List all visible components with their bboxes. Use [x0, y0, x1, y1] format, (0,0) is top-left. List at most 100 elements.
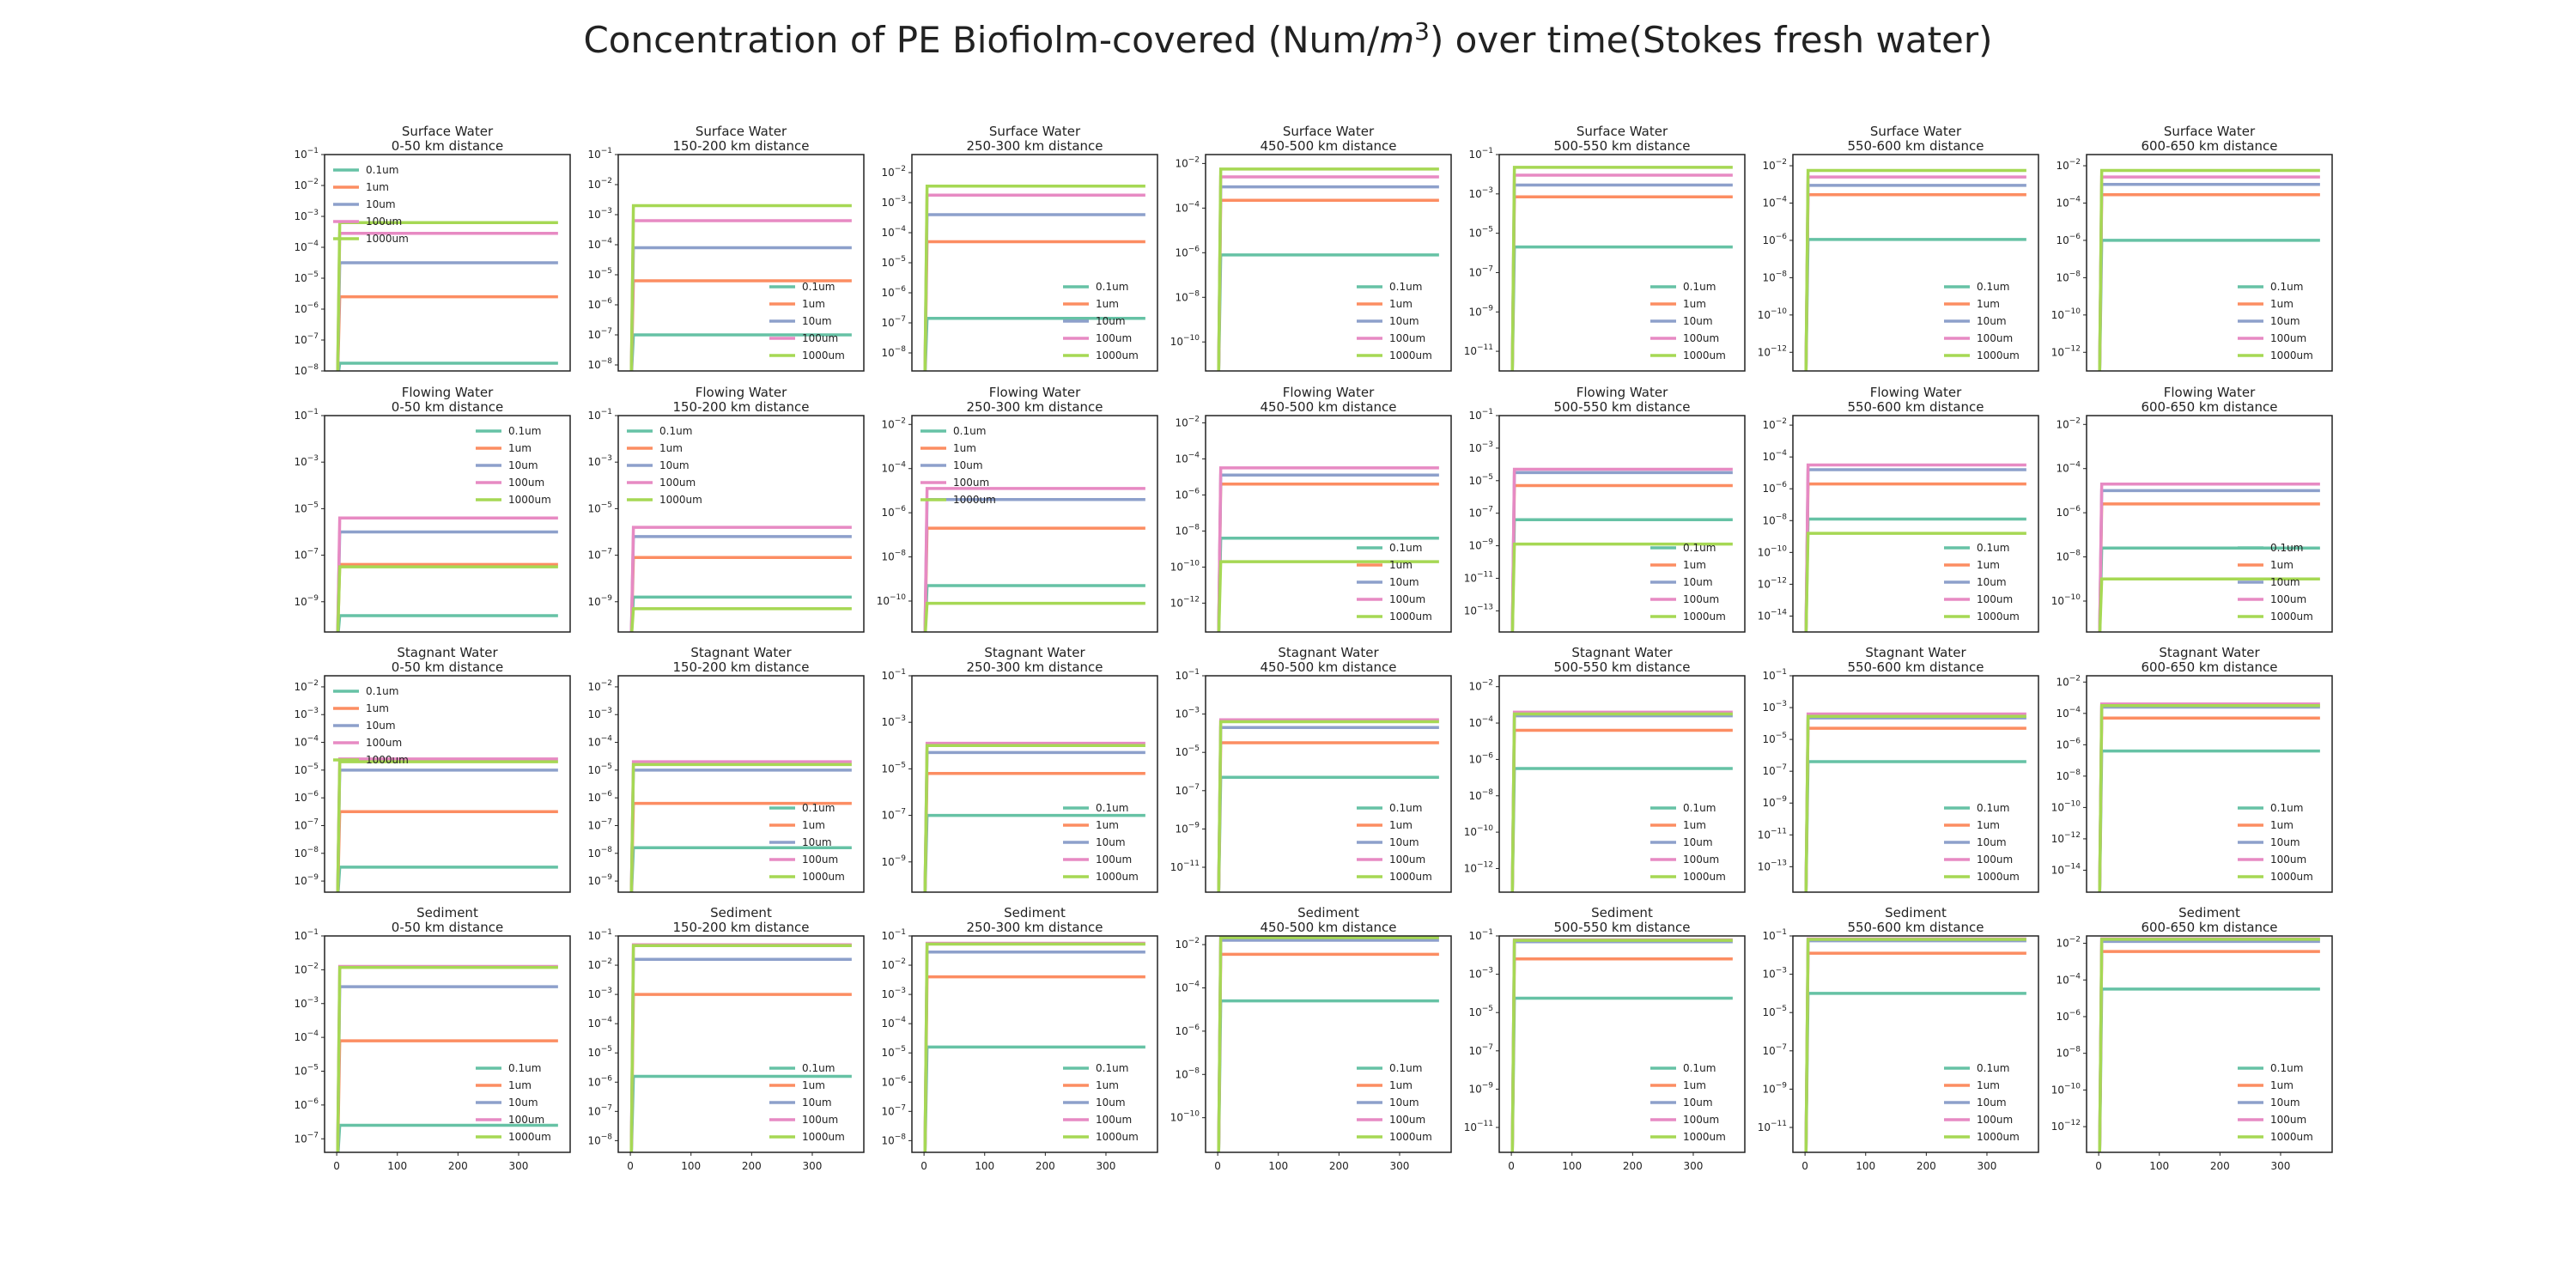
- legend-label-1000um: 1000um: [2270, 1131, 2313, 1143]
- figure-title-unit-exponent: 3: [1414, 17, 1430, 46]
- legend-label-100um: 100um: [366, 737, 402, 749]
- x-tick-label: 100: [1856, 1160, 1875, 1172]
- plot-frame: [324, 935, 571, 1153]
- series-group: [629, 943, 852, 1152]
- legend-label-1000um: 1000um: [508, 1131, 551, 1143]
- y-tick-label: 10−5: [881, 255, 906, 269]
- plot-frame: [1498, 675, 1746, 893]
- series-line-1000um: [2098, 168, 2320, 371]
- series-line-1000um: [629, 204, 852, 371]
- legend-label-0.1um: 0.1um: [1977, 802, 2009, 814]
- legend-label-10um: 10um: [1683, 1097, 1713, 1109]
- y-tick-label: 10−2: [881, 957, 906, 971]
- y-tick-label: 10−8: [881, 1133, 906, 1146]
- x-tick-label: 100: [387, 1160, 407, 1172]
- x-tick-label: 0: [2095, 1160, 2102, 1172]
- legend-label-100um: 100um: [2270, 854, 2306, 866]
- y-tick-label: 10−6: [587, 790, 612, 804]
- series-line-100um: [336, 757, 558, 892]
- y-tick-label: 10−6: [294, 301, 319, 315]
- panel-title-distance: 150-200 km distance: [672, 659, 809, 675]
- panel-title-distance: 450-500 km distance: [1260, 659, 1396, 675]
- y-tick-label: 10−11: [1758, 1120, 1787, 1133]
- legend-label-1um: 1um: [1977, 298, 2000, 310]
- x-tick-label: 100: [2149, 1160, 2169, 1172]
- legend-label-10um: 10um: [802, 1097, 832, 1109]
- y-tick-label: 10−3: [587, 987, 612, 1000]
- legend-label-0.1um: 0.1um: [2270, 1062, 2303, 1074]
- y-tick-label: 10−4: [1762, 195, 1787, 209]
- panel-title-distance: 600-650 km distance: [2141, 920, 2277, 935]
- legend-label-10um: 10um: [508, 1097, 538, 1109]
- legend-label-10um: 10um: [2270, 576, 2300, 588]
- legend-label-0.1um: 0.1um: [1096, 281, 1128, 293]
- y-tick-label: 10−6: [2056, 1009, 2081, 1023]
- series-group: [629, 526, 852, 632]
- series-line-100um: [1804, 937, 2026, 1152]
- y-tick-label: 10−11: [1464, 570, 1493, 584]
- legend-label-1um: 1um: [1096, 819, 1119, 831]
- plot-frame: [911, 675, 1158, 893]
- series-line-1000um: [1510, 939, 1733, 1152]
- y-tick-label: 10−6: [587, 297, 612, 311]
- y-tick-label: 10−2: [1468, 679, 1493, 693]
- legend-label-1um: 1um: [508, 442, 532, 454]
- legend-label-100um: 100um: [1683, 854, 1719, 866]
- series-line-1um: [336, 295, 558, 371]
- y-tick-label: 10−5: [1762, 1005, 1787, 1018]
- legend-label-10um: 10um: [1977, 1097, 2007, 1109]
- legend-label-0.1um: 0.1um: [802, 281, 835, 293]
- series-group: [2098, 702, 2320, 892]
- legend-label-0.1um: 0.1um: [2270, 802, 2303, 814]
- legend-label-10um: 10um: [1096, 315, 1126, 327]
- y-tick-label: 10−8: [2056, 550, 2081, 563]
- y-tick-label: 10−4: [881, 461, 906, 475]
- panel-title-compartment: Flowing Water: [989, 385, 1081, 400]
- legend-label-100um: 100um: [508, 477, 544, 489]
- y-tick-label: 10−4: [1762, 449, 1787, 463]
- legend-label-100um: 100um: [802, 854, 838, 866]
- legend-label-1000um: 1000um: [1389, 1131, 1432, 1143]
- legend-label-100um: 100um: [2270, 1114, 2306, 1126]
- y-tick-label: 10−8: [1175, 523, 1200, 537]
- series-line-100um: [1217, 936, 1439, 1152]
- y-tick-label: 10−3: [1762, 700, 1787, 714]
- plot-frame: [2086, 935, 2333, 1153]
- y-tick-label: 10−9: [1468, 1081, 1493, 1095]
- panel-title-distance: 600-650 km distance: [2141, 399, 2277, 415]
- legend-label-100um: 100um: [1096, 1114, 1132, 1126]
- y-tick-label: 10−14: [2051, 862, 2081, 876]
- y-tick-label: 10−10: [2051, 593, 2081, 607]
- legend-label-100um: 100um: [1977, 593, 2013, 605]
- legend-label-0.1um: 0.1um: [508, 1062, 541, 1074]
- legend-label-0.1um: 0.1um: [2270, 281, 2303, 293]
- legend-label-1000um: 1000um: [1096, 1131, 1139, 1143]
- y-tick-label: 10−4: [2056, 706, 2081, 720]
- y-tick-label: 10−8: [2056, 1046, 2081, 1060]
- y-tick-label: 10−6: [2056, 737, 2081, 750]
- y-tick-label: 10−2: [294, 962, 319, 975]
- plot-frame: [617, 415, 865, 633]
- y-tick-label: 10−4: [587, 1016, 612, 1030]
- panel-title-distance: 600-650 km distance: [2141, 659, 2277, 675]
- series-line-1000um: [1804, 714, 2026, 892]
- legend-label-1um: 1um: [1389, 298, 1413, 310]
- y-tick-label: 10−8: [2056, 270, 2081, 283]
- panel-title-distance: 250-300 km distance: [966, 659, 1103, 675]
- y-tick-label: 10−6: [1175, 1024, 1200, 1037]
- panel-title-compartment: Surface Water: [402, 124, 494, 139]
- series-line-100um: [2098, 482, 2320, 632]
- legend-label-10um: 10um: [508, 459, 538, 471]
- series-group: [923, 741, 1145, 892]
- panel-title-distance: 450-500 km distance: [1260, 399, 1396, 415]
- legend-label-100um: 100um: [366, 216, 402, 228]
- plot-frame: [1792, 415, 2039, 633]
- panel-title-compartment: Surface Water: [989, 124, 1081, 139]
- y-tick-label: 10−10: [1170, 1110, 1200, 1124]
